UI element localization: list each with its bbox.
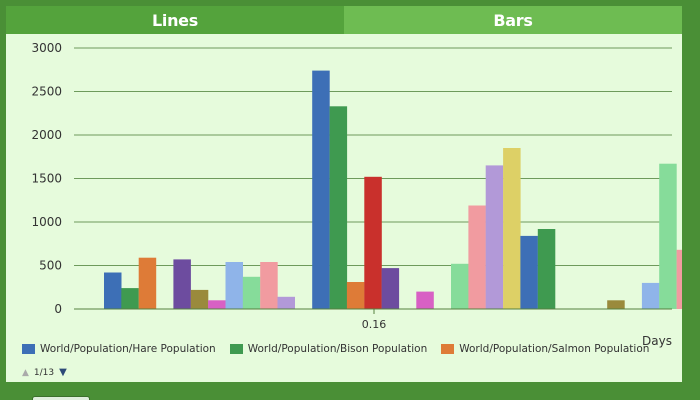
bar[interactable] [225, 262, 244, 309]
pager-down-icon[interactable]: ▼ [59, 367, 67, 378]
view-tabs: Lines Bars [6, 6, 682, 34]
bar[interactable] [346, 282, 365, 309]
bar[interactable] [364, 176, 382, 309]
bar[interactable] [520, 235, 538, 309]
legend-swatch [229, 344, 243, 354]
bar[interactable] [104, 272, 122, 310]
bar[interactable] [190, 289, 209, 309]
legend: World/Population/Hare Population World/Po… [22, 343, 649, 355]
bar[interactable] [138, 257, 157, 309]
tab-bars[interactable]: Bars [344, 6, 682, 34]
legend-item[interactable]: World/Population/Hare Population [22, 343, 216, 355]
pager-up-icon[interactable]: ▲ [22, 367, 29, 378]
bottom-button[interactable] [32, 396, 90, 400]
bar[interactable] [607, 300, 625, 309]
y-tick-label: 1500 [31, 172, 62, 186]
bar[interactable] [537, 229, 556, 309]
bar[interactable] [485, 165, 504, 309]
bar[interactable] [676, 249, 682, 309]
y-axis-ticks: 0 500 1000 1500 2000 2500 3000 [31, 41, 62, 316]
legend-item[interactable]: World/Population/Bison Population [229, 343, 428, 355]
x-axis-label: Days [642, 334, 672, 348]
y-tick-label: 1000 [31, 215, 62, 229]
bar[interactable] [381, 268, 400, 309]
legend-label: World/Population/Salmon Population [459, 343, 650, 355]
bar[interactable] [641, 282, 660, 309]
chart-panel: Lines Bars 0 500 1000 1500 2000 2500 3000 0.16… [6, 6, 682, 382]
legend-item[interactable]: World/Population/Salmon Population [441, 343, 649, 355]
bar[interactable] [451, 263, 469, 309]
bar[interactable] [208, 300, 226, 309]
y-tick-label: 3000 [31, 41, 62, 55]
bar-chart: 0 500 1000 1500 2000 2500 3000 0.16 Days [31, 41, 682, 348]
legend-swatch [22, 344, 35, 354]
bar[interactable] [242, 276, 261, 309]
legend-label: World/Population/Hare Population [40, 343, 216, 355]
bars [104, 70, 682, 310]
bar[interactable] [121, 288, 139, 309]
pager-text: 1/13 [33, 367, 55, 378]
y-tick-label: 500 [39, 259, 62, 273]
bar[interactable] [260, 262, 278, 309]
bar[interactable] [416, 291, 434, 309]
y-tick-label: 2000 [31, 128, 62, 142]
bar[interactable] [277, 296, 296, 309]
x-tick-label: 0.16 [362, 318, 387, 331]
bar[interactable] [468, 205, 486, 310]
bar[interactable] [329, 106, 348, 309]
bar[interactable] [173, 259, 191, 309]
bar[interactable] [312, 70, 330, 309]
bar[interactable] [659, 163, 677, 309]
bar[interactable] [503, 148, 521, 309]
x-axis-ticks: 0.16 [362, 309, 387, 331]
tab-lines[interactable]: Lines [6, 6, 344, 34]
legend-pager: ▲ 1/13 ▼ [22, 367, 67, 378]
bottom-bar [0, 382, 700, 400]
y-tick-label: 2500 [31, 85, 62, 99]
y-tick-label: 0 [54, 302, 62, 316]
legend-swatch [441, 344, 455, 354]
legend-label: World/Population/Bison Population [247, 343, 428, 355]
